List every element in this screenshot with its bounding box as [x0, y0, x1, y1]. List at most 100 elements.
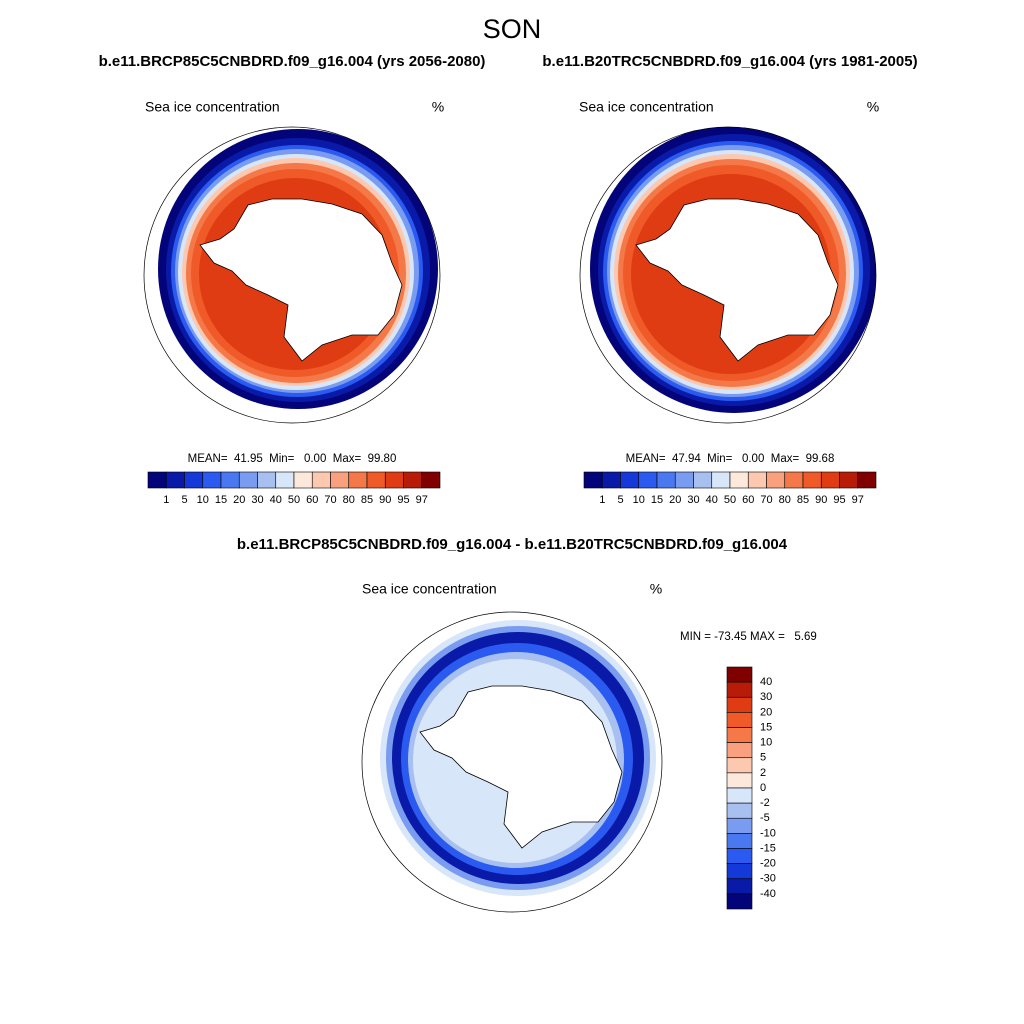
colorbar-label: 5	[617, 494, 623, 506]
polar-map	[580, 127, 876, 423]
colorbar-label: 10	[760, 737, 772, 749]
colorbar-label: 80	[343, 494, 355, 506]
stats-label: MIN = -73.45 MAX = 5.69	[680, 631, 817, 643]
colorbar-label: -30	[760, 873, 776, 885]
colorbar-box	[726, 848, 753, 864]
colorbar-label: -20	[760, 858, 776, 870]
colorbar-label: -10	[760, 827, 776, 839]
colorbar-box	[656, 471, 676, 489]
colorbar-box	[601, 471, 621, 489]
panel-case: b.e11.BRCP85C5CNBDRD.f09_g16.004 (yrs 20…	[99, 53, 486, 70]
colorbar-label: 40	[760, 676, 772, 688]
colorbar-label: 10	[633, 494, 645, 506]
colorbar-box	[726, 802, 753, 819]
map-border	[143, 126, 441, 424]
colorbar-label: 90	[815, 494, 827, 506]
colorbar-label: 2	[760, 767, 766, 779]
colorbar-box	[802, 471, 822, 489]
colorbar-box	[693, 471, 713, 489]
colorbar-label: 15	[651, 494, 663, 506]
colorbar-box	[620, 471, 640, 489]
colorbar-box	[857, 471, 877, 489]
colorbar-box	[726, 696, 753, 713]
colorbar-box	[726, 666, 753, 683]
units-label: %	[867, 99, 879, 115]
colorbar-box	[238, 471, 258, 489]
colorbar-box	[366, 471, 386, 489]
colorbar-box	[330, 471, 350, 489]
units-label: %	[432, 99, 444, 115]
colorbar-box	[726, 893, 753, 910]
colorbar-label: 95	[397, 494, 409, 506]
colorbar-box	[384, 471, 404, 489]
colorbar-box	[726, 878, 753, 895]
colorbar-label: 30	[760, 691, 772, 703]
colorbar-label: 20	[760, 706, 772, 718]
map-border	[579, 126, 877, 424]
colorbar-box	[711, 471, 731, 489]
colorbar-box	[583, 471, 603, 489]
stats-label: MEAN= 47.94 Min= 0.00 Max= 99.68	[626, 453, 835, 465]
colorbar-label: 30	[687, 494, 699, 506]
colorbar-label: 5	[181, 494, 187, 506]
colorbar-label: 20	[233, 494, 245, 506]
colorbar-label: 50	[724, 494, 736, 506]
polar-map	[362, 612, 662, 912]
units-label: %	[650, 581, 662, 597]
figure-title: SON	[483, 14, 542, 44]
colorbar-label: -40	[760, 888, 776, 900]
colorbar-box	[726, 833, 753, 849]
colorbar-box	[403, 471, 423, 489]
antarctica	[419, 685, 623, 849]
colorbar-box	[820, 471, 840, 489]
colorbar-box	[766, 471, 786, 489]
colorbar-box	[729, 471, 749, 489]
colorbar-box	[726, 742, 753, 759]
colorbar-box	[311, 471, 331, 489]
colorbar-box	[184, 471, 204, 489]
variable-label: Sea ice concentration	[579, 99, 714, 115]
antarctica	[635, 198, 839, 362]
colorbar-label: -2	[760, 797, 770, 809]
colorbar-box	[293, 471, 313, 489]
panel-case: b.e11.B20TRC5CNBDRD.f09_g16.004 (yrs 198…	[542, 53, 917, 70]
colorbar-label: 50	[288, 494, 300, 506]
colorbar-box	[421, 471, 441, 489]
colorbar-box	[839, 471, 859, 489]
colorbar-label: 1	[599, 494, 605, 506]
colorbar-label: 10	[197, 494, 209, 506]
colorbar-box	[674, 471, 694, 489]
colorbar-label: 60	[306, 494, 318, 506]
colorbar-box	[726, 727, 753, 743]
variable-label: Sea ice concentration	[362, 581, 497, 597]
colorbar-box	[257, 471, 277, 489]
colorbar-label: 1	[163, 494, 169, 506]
colorbar-label: 20	[669, 494, 681, 506]
colorbar-label: 85	[361, 494, 373, 506]
colorbar-box	[638, 471, 658, 489]
colorbar-label: 0	[760, 782, 766, 794]
colorbar-box	[275, 471, 295, 489]
colorbar-label: 60	[742, 494, 754, 506]
colorbar-label: 70	[760, 494, 772, 506]
colorbar-box	[747, 471, 767, 489]
map-border	[361, 611, 663, 913]
polar-map	[144, 127, 440, 423]
colorbar-label: 5	[760, 752, 766, 764]
variable-label: Sea ice concentration	[145, 99, 280, 115]
colorbar-box	[726, 787, 753, 804]
stats-label: MEAN= 41.95 Min= 0.00 Max= 99.80	[188, 453, 397, 465]
colorbar-label: -5	[760, 812, 770, 824]
colorbar-box	[726, 772, 753, 789]
colorbar-label: 40	[706, 494, 718, 506]
difference-title: b.e11.BRCP85C5CNBDRD.f09_g16.004 - b.e11…	[237, 536, 788, 553]
colorbar-label: 15	[215, 494, 227, 506]
colorbar-label: 15	[760, 721, 772, 733]
colorbar-label: -15	[760, 842, 776, 854]
colorbar-label: 70	[324, 494, 336, 506]
colorbar-box	[726, 863, 753, 880]
colorbar-label: 30	[251, 494, 263, 506]
colorbar-box	[726, 757, 753, 774]
colorbar-label: 97	[852, 494, 864, 506]
